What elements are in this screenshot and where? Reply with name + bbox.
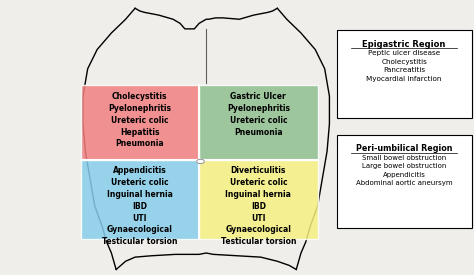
Text: Appendicitis
Ureteric colic
Inguinal hernia
IBD
UTI
Gynaecological
Testicular to: Appendicitis Ureteric colic Inguinal her… bbox=[102, 166, 178, 246]
FancyBboxPatch shape bbox=[81, 160, 199, 239]
Text: Gastric Ulcer
Pyelonephritis
Ureteric colic
Pneumonia: Gastric Ulcer Pyelonephritis Ureteric co… bbox=[227, 92, 290, 136]
FancyBboxPatch shape bbox=[199, 85, 318, 160]
FancyBboxPatch shape bbox=[81, 85, 199, 160]
Text: Peptic ulcer disease
Cholecystitis
Pancreatitis
Myocardial infarction: Peptic ulcer disease Cholecystitis Pancr… bbox=[366, 50, 442, 82]
FancyBboxPatch shape bbox=[337, 135, 472, 228]
Text: Cholecystitis
Pyelonephritis
Ureteric colic
Hepatitis
Pneumonia: Cholecystitis Pyelonephritis Ureteric co… bbox=[109, 92, 171, 148]
FancyBboxPatch shape bbox=[199, 160, 318, 239]
Text: Diverticulitis
Ureteric colic
Inguinal hernia
IBD
UTI
Gynaecological
Testicular : Diverticulitis Ureteric colic Inguinal h… bbox=[220, 166, 296, 246]
FancyBboxPatch shape bbox=[337, 30, 472, 118]
Text: Peri-umbilical Region: Peri-umbilical Region bbox=[356, 144, 452, 153]
Circle shape bbox=[197, 159, 204, 164]
Text: Epigastric Region: Epigastric Region bbox=[363, 40, 446, 49]
Text: Small bowel obstruction
Large bowel obstruction
Appendicitis
Abdominal aortic an: Small bowel obstruction Large bowel obst… bbox=[356, 155, 452, 186]
